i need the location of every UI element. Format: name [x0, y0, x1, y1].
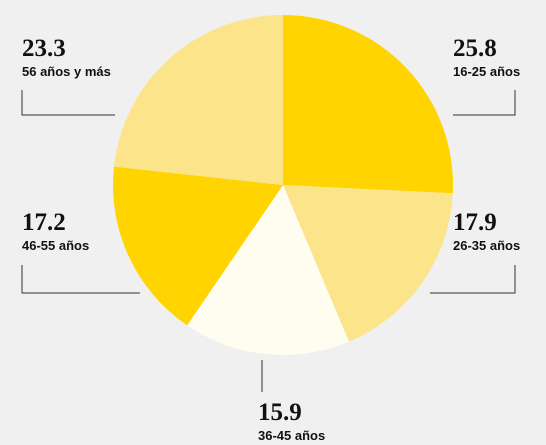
category-label: 26-35 años: [453, 238, 520, 253]
value-label: 15.9: [258, 399, 302, 426]
value-label: 23.3: [22, 35, 66, 62]
connector: [21, 90, 115, 116]
category-label: 36-45 años: [258, 428, 325, 443]
category-label: 16-25 años: [453, 64, 520, 79]
value-label: 17.9: [453, 209, 497, 236]
connector: [21, 265, 140, 294]
pie-slice: [112, 166, 283, 326]
pie-slice: [187, 185, 349, 356]
connector: [453, 90, 516, 116]
connector: [430, 265, 516, 294]
pie-slice: [283, 15, 453, 194]
pie: [112, 15, 453, 356]
value-label: 17.2: [22, 209, 66, 236]
pie-slice: [283, 185, 453, 342]
pie-slice: [113, 15, 284, 185]
category-label: 46-55 años: [22, 238, 89, 253]
category-label: 56 años y más: [22, 64, 111, 79]
value-label: 25.8: [453, 35, 497, 62]
